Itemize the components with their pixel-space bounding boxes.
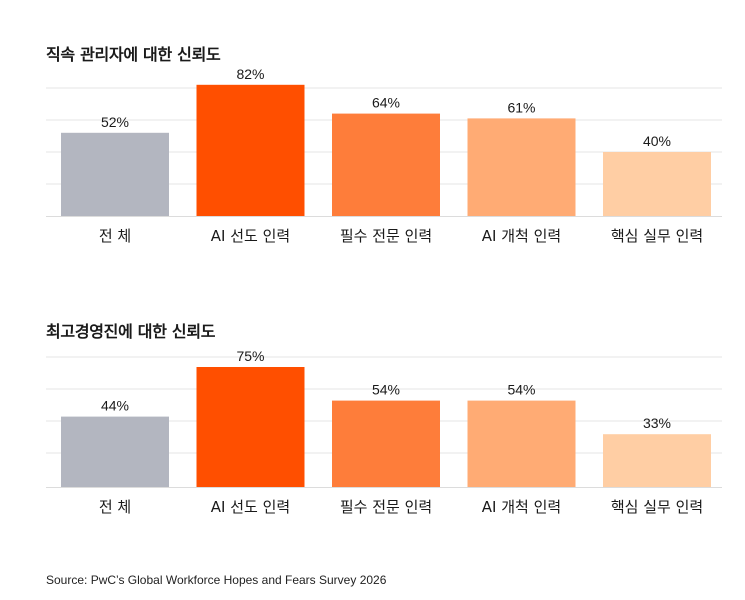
chart-1-data-label: 61%	[507, 99, 535, 115]
chart-1-bar	[467, 118, 576, 216]
source-note: Source: PwC’s Global Workforce Hopes and…	[46, 573, 387, 587]
chart-2-category-label: AI 개척 인력	[482, 498, 561, 516]
chart-1-bar	[603, 152, 711, 216]
chart-2-category-label: 핵심 실무 인력	[611, 498, 703, 516]
chart-1-data-label: 82%	[236, 66, 264, 82]
chart-2-title: 최고경영진에 대한 신뢰도	[46, 322, 216, 341]
chart-1-bar	[332, 113, 440, 216]
chart-2-category-label: 전 체	[99, 498, 131, 516]
chart-1-bar	[196, 84, 305, 216]
chart-1-data-label: 52%	[101, 114, 129, 130]
chart-1-title: 직속 관리자에 대한 신뢰도	[46, 45, 221, 64]
chart-2-data-label: 54%	[507, 382, 535, 398]
chart-2-data-label: 33%	[643, 415, 671, 431]
chart-2-plot: 44% 전 체 75% AI 선도 인력 54% 필수 전문 인력 54% AI 개척 인력 3…	[46, 348, 722, 516]
chart-1-plot: 52% 전 체 82% AI 선도 인력 64% 필수 전문 인력 61% AI 개척 인력 4…	[46, 66, 722, 245]
chart-2-category-label: AI 선도 인력	[211, 498, 290, 516]
chart-2-category-label: 필수 전문 인력	[340, 498, 432, 516]
chart-2-bar	[61, 416, 169, 487]
chart-1-category-label: 필수 전문 인력	[340, 227, 432, 245]
chart-2-data-label: 44%	[101, 398, 129, 414]
chart-2-data-label: 75%	[236, 348, 264, 364]
chart-1-data-label: 64%	[372, 95, 400, 111]
chart-1-category-label: AI 선도 인력	[211, 227, 290, 245]
chart-1-bar	[61, 132, 169, 216]
chart-1-category-label: AI 개척 인력	[482, 227, 561, 245]
chart-2-bar	[332, 400, 440, 487]
chart-1-category-label: 핵심 실무 인력	[611, 227, 703, 245]
chart-1-data-label: 40%	[643, 133, 671, 149]
chart-2-bar	[603, 434, 711, 487]
chart-2-bar	[196, 367, 305, 487]
chart-2-data-label: 54%	[372, 382, 400, 398]
chart-1-category-label: 전 체	[99, 227, 131, 245]
chart-2-bar	[467, 400, 576, 487]
